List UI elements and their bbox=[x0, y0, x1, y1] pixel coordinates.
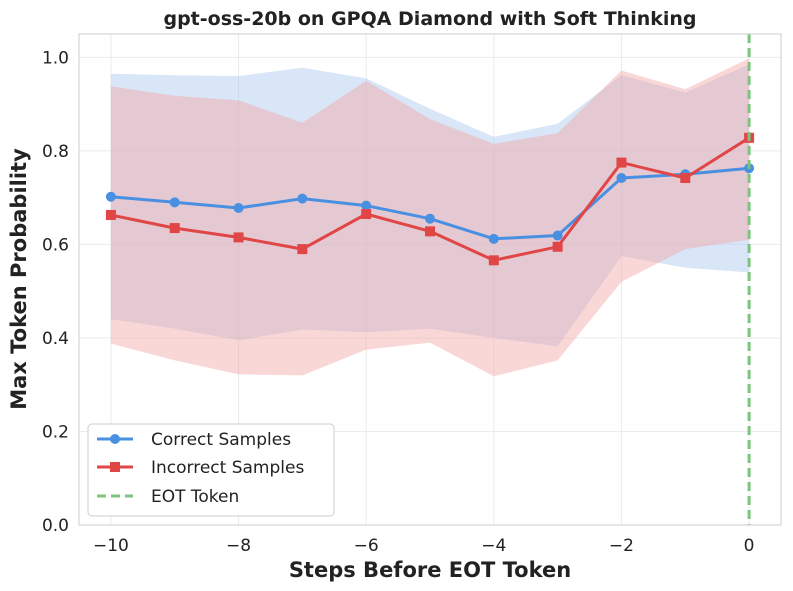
series-lines bbox=[105, 132, 755, 266]
x-tick-label: −6 bbox=[354, 536, 379, 556]
x-axis-label: Steps Before EOT Token bbox=[289, 558, 571, 582]
x-tick-label: −4 bbox=[481, 536, 506, 556]
x-tick-label: −2 bbox=[609, 536, 634, 556]
y-tick-label: 0.4 bbox=[42, 329, 69, 349]
incorrect-point bbox=[552, 241, 563, 252]
correct-point bbox=[616, 173, 627, 184]
legend-incorrect-marker bbox=[110, 462, 120, 472]
correct-point bbox=[552, 230, 563, 241]
correct-point bbox=[169, 197, 180, 208]
legend: Correct Samples Incorrect Samples EOT To… bbox=[87, 423, 335, 517]
legend-incorrect-label: Incorrect Samples bbox=[151, 458, 304, 478]
correct-point bbox=[425, 213, 435, 224]
y-tick-label: 0.8 bbox=[42, 142, 69, 162]
legend-correct-marker bbox=[110, 434, 120, 444]
correct-point bbox=[233, 202, 244, 213]
incorrect-point bbox=[233, 232, 244, 243]
legend-correct-label: Correct Samples bbox=[151, 430, 291, 450]
y-axis-label: Max Token Probability bbox=[7, 148, 31, 410]
y-tick-label: 0.2 bbox=[42, 422, 69, 442]
correct-point bbox=[297, 193, 308, 204]
chart-title: gpt-oss-20b on GPQA Diamond with Soft Th… bbox=[163, 8, 696, 30]
y-tick-label: 0.6 bbox=[42, 235, 69, 255]
legend-eot-label: EOT Token bbox=[151, 487, 239, 507]
incorrect-point bbox=[488, 255, 499, 266]
plot-frame bbox=[78, 33, 782, 526]
incorrect-point bbox=[105, 209, 116, 220]
correct-point bbox=[105, 191, 116, 202]
tick-labels: −10 −8 −6 −4 −2 0 0.0 0.2 0.4 0.6 0.8 1.0 bbox=[42, 48, 755, 556]
y-tick-label: 1.0 bbox=[42, 48, 69, 68]
y-tick-label: 0.0 bbox=[42, 516, 69, 536]
correct-band bbox=[110, 64, 750, 347]
x-tick-label: −10 bbox=[93, 536, 129, 556]
incorrect-point bbox=[616, 157, 627, 168]
incorrect-point bbox=[425, 226, 435, 237]
incorrect-point bbox=[297, 244, 308, 255]
correct-point bbox=[361, 200, 372, 211]
x-tick-label: 0 bbox=[744, 536, 755, 556]
incorrect-point bbox=[680, 173, 691, 184]
incorrect-point bbox=[169, 223, 180, 234]
legend-box bbox=[87, 423, 335, 517]
x-tick-label: −8 bbox=[226, 536, 251, 556]
incorrect-point bbox=[361, 209, 372, 220]
correct-point bbox=[488, 233, 499, 244]
